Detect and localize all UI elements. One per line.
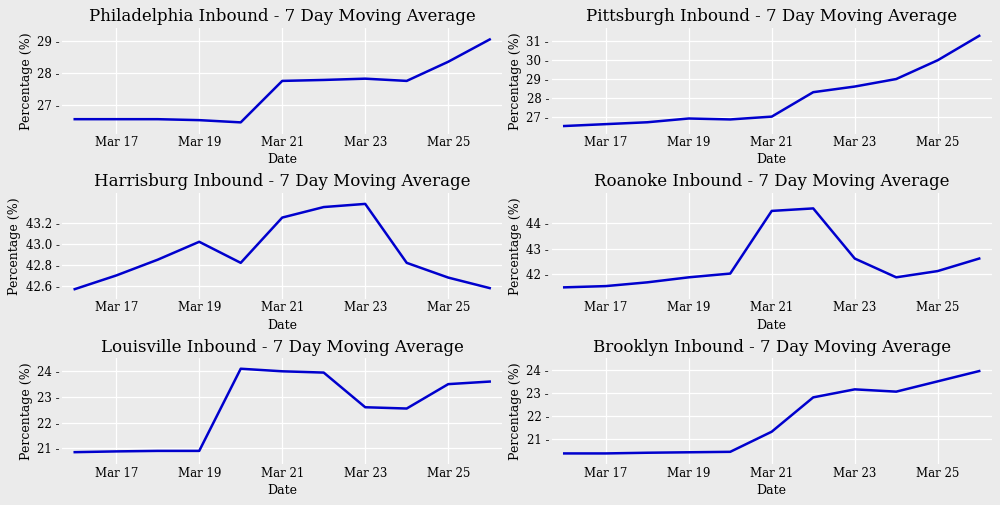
Y-axis label: Percentage (%): Percentage (%): [20, 32, 33, 130]
X-axis label: Date: Date: [757, 484, 787, 496]
X-axis label: Date: Date: [267, 154, 297, 167]
Title: Philadelphia Inbound - 7 Day Moving Average: Philadelphia Inbound - 7 Day Moving Aver…: [89, 9, 476, 25]
X-axis label: Date: Date: [757, 154, 787, 167]
Y-axis label: Percentage (%): Percentage (%): [509, 362, 522, 460]
Y-axis label: Percentage (%): Percentage (%): [509, 197, 522, 295]
Title: Roanoke Inbound - 7 Day Moving Average: Roanoke Inbound - 7 Day Moving Average: [594, 173, 949, 190]
Title: Harrisburg Inbound - 7 Day Moving Average: Harrisburg Inbound - 7 Day Moving Averag…: [94, 173, 470, 190]
Title: Louisville Inbound - 7 Day Moving Average: Louisville Inbound - 7 Day Moving Averag…: [101, 338, 464, 356]
Y-axis label: Percentage (%): Percentage (%): [20, 362, 33, 460]
Y-axis label: Percentage (%): Percentage (%): [509, 32, 522, 130]
X-axis label: Date: Date: [267, 484, 297, 496]
Title: Pittsburgh Inbound - 7 Day Moving Average: Pittsburgh Inbound - 7 Day Moving Averag…: [586, 9, 957, 25]
Title: Brooklyn Inbound - 7 Day Moving Average: Brooklyn Inbound - 7 Day Moving Average: [593, 338, 951, 356]
X-axis label: Date: Date: [267, 319, 297, 332]
Y-axis label: Percentage (%): Percentage (%): [8, 197, 21, 295]
X-axis label: Date: Date: [757, 319, 787, 332]
